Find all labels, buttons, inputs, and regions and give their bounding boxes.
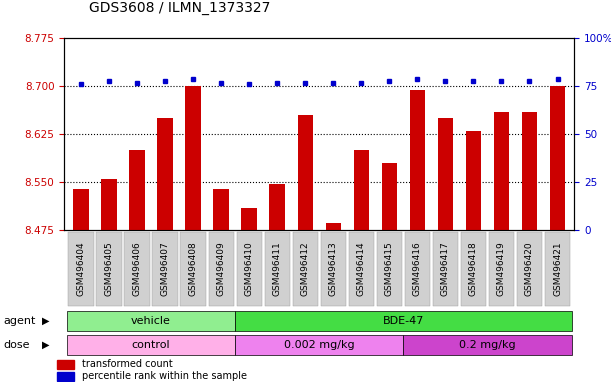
Text: GSM496412: GSM496412 — [301, 242, 310, 296]
Bar — [326, 223, 341, 230]
Bar — [466, 131, 481, 230]
Text: GSM496414: GSM496414 — [357, 242, 366, 296]
Text: GSM496417: GSM496417 — [441, 242, 450, 296]
Text: GSM496409: GSM496409 — [217, 242, 225, 296]
Text: ▶: ▶ — [42, 340, 49, 350]
Bar — [461, 232, 486, 306]
Bar — [235, 335, 403, 355]
Bar — [321, 232, 346, 306]
Bar — [57, 360, 74, 369]
Text: GSM496406: GSM496406 — [133, 242, 142, 296]
Text: GSM496410: GSM496410 — [244, 242, 254, 296]
Text: GSM496411: GSM496411 — [273, 242, 282, 296]
Bar — [153, 232, 178, 306]
Text: GDS3608 / ILMN_1373327: GDS3608 / ILMN_1373327 — [89, 2, 270, 15]
Text: percentile rank within the sample: percentile rank within the sample — [82, 371, 247, 381]
Text: 0.002 mg/kg: 0.002 mg/kg — [284, 340, 354, 350]
Bar — [377, 232, 402, 306]
Text: GSM496404: GSM496404 — [76, 242, 86, 296]
Bar — [208, 232, 234, 306]
Text: GSM496408: GSM496408 — [189, 242, 197, 296]
Text: GSM496413: GSM496413 — [329, 242, 338, 296]
Text: dose: dose — [3, 340, 29, 350]
Bar — [241, 208, 257, 230]
Text: agent: agent — [3, 316, 35, 326]
Bar — [409, 89, 425, 230]
Text: GSM496407: GSM496407 — [161, 242, 170, 296]
Bar — [489, 232, 514, 306]
Bar — [403, 335, 571, 355]
Bar — [236, 232, 262, 306]
Bar — [298, 115, 313, 230]
Bar — [404, 232, 430, 306]
Bar — [68, 232, 93, 306]
Text: GSM496421: GSM496421 — [553, 242, 562, 296]
Text: ▶: ▶ — [42, 316, 49, 326]
Bar — [437, 118, 453, 230]
Bar — [158, 118, 173, 230]
Bar — [550, 86, 565, 230]
Text: GSM496420: GSM496420 — [525, 242, 534, 296]
Bar — [522, 112, 537, 230]
Bar — [97, 232, 122, 306]
Bar — [349, 232, 374, 306]
Bar — [293, 232, 318, 306]
Bar — [382, 163, 397, 230]
Text: transformed count: transformed count — [82, 359, 172, 369]
Text: GSM496405: GSM496405 — [104, 242, 114, 296]
Bar — [67, 335, 235, 355]
Text: GSM496418: GSM496418 — [469, 242, 478, 296]
Bar — [235, 311, 571, 331]
Text: control: control — [132, 340, 170, 350]
Bar — [265, 232, 290, 306]
Bar — [545, 232, 570, 306]
Bar — [185, 86, 201, 230]
Bar — [269, 184, 285, 230]
Bar — [73, 189, 89, 230]
Text: 0.2 mg/kg: 0.2 mg/kg — [459, 340, 516, 350]
Bar — [494, 112, 509, 230]
Bar — [125, 232, 150, 306]
Bar — [67, 311, 235, 331]
Bar — [213, 189, 229, 230]
Bar — [354, 151, 369, 230]
Bar — [57, 372, 74, 381]
Text: vehicle: vehicle — [131, 316, 171, 326]
Text: GSM496416: GSM496416 — [413, 242, 422, 296]
Text: BDE-47: BDE-47 — [382, 316, 424, 326]
Bar — [101, 179, 117, 230]
Bar — [130, 151, 145, 230]
Bar — [433, 232, 458, 306]
Text: GSM496415: GSM496415 — [385, 242, 394, 296]
Bar — [517, 232, 542, 306]
Text: GSM496419: GSM496419 — [497, 242, 506, 296]
Bar — [180, 232, 206, 306]
